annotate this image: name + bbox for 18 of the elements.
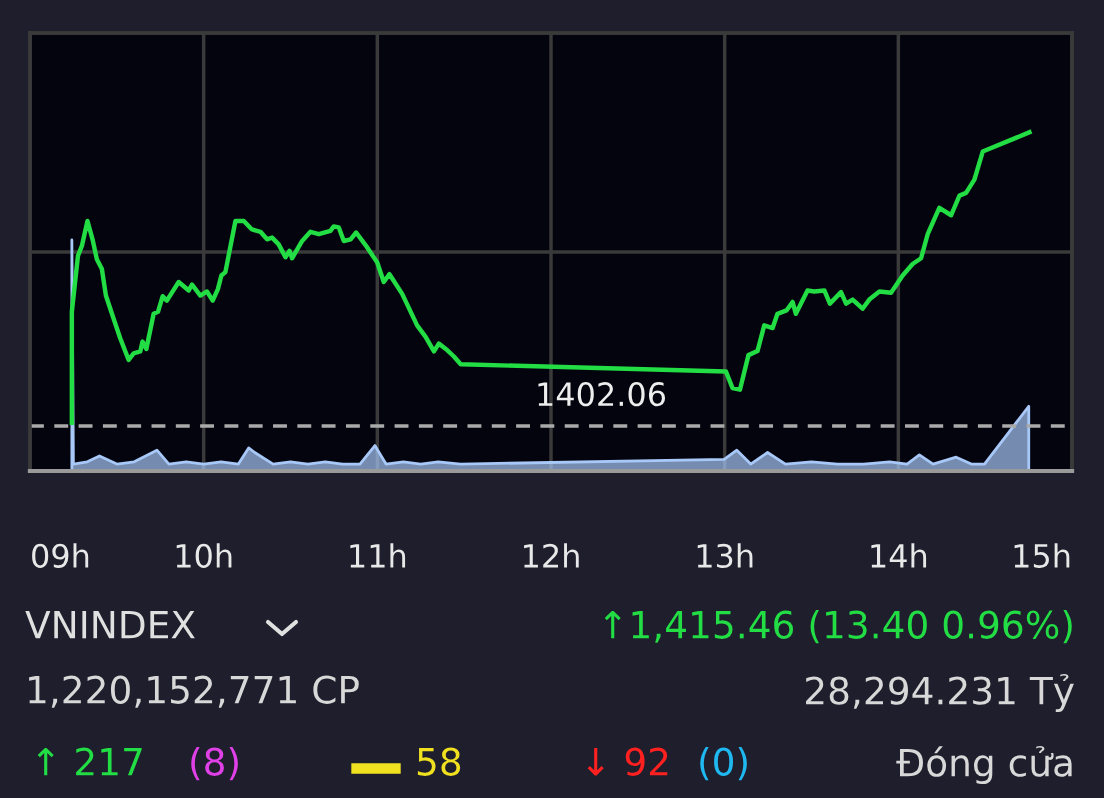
x-tick-label: 13h — [697, 543, 753, 568]
text: 28,294.231 Tỷ — [806, 673, 1074, 713]
text: Đóng cửa — [896, 745, 1072, 785]
text: 1,220,152,771 CP — [29, 675, 359, 708]
text: (0) — [700, 746, 747, 781]
text: (8) — [191, 746, 238, 781]
x-tick-label: 12h — [524, 543, 579, 568]
x-tick-label: 14h — [871, 543, 927, 568]
text: ↑1,415.46 (13.40 0.96%) — [604, 609, 1072, 644]
text: VNINDEX — [25, 611, 195, 639]
text: 58 — [417, 747, 461, 776]
annotation: 1402.06 — [538, 382, 666, 407]
x-tick-label: 09h — [32, 543, 89, 568]
x-tick-label: 10h — [176, 543, 232, 568]
text: ↓ 92 — [587, 747, 668, 776]
x-tick-label: 11h — [350, 543, 406, 568]
x-tick-label: 15h — [1014, 543, 1070, 568]
text: ↑ 217 — [37, 747, 142, 776]
